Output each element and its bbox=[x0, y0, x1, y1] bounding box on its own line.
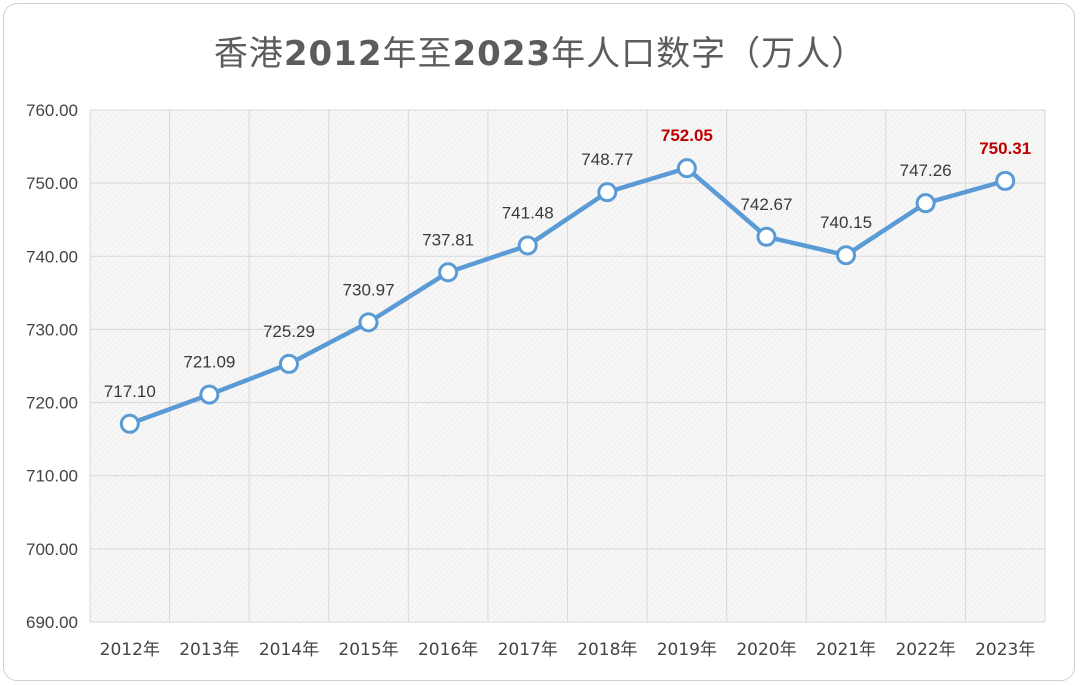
axes: 690.00 700.00 710.00 720.00 730.00 740.00 750.… bbox=[26, 101, 1035, 660]
chart-title: 香港2012年至2023年人口数字（万人） bbox=[0, 26, 1080, 75]
data-point bbox=[836, 245, 857, 266]
data-label: 747.26 bbox=[900, 161, 952, 180]
x-tick-label: 2016年 bbox=[418, 640, 478, 660]
data-point bbox=[517, 235, 538, 256]
y-tick-label: 730.00 bbox=[26, 320, 78, 339]
series-polyline bbox=[127, 165, 1008, 427]
y-tick-label: 760.00 bbox=[26, 101, 78, 120]
data-point bbox=[358, 312, 379, 333]
data-point bbox=[756, 226, 777, 247]
data-point bbox=[597, 182, 618, 203]
data-label: 748.77 bbox=[581, 150, 633, 169]
x-tick-label: 2012年 bbox=[100, 640, 160, 660]
y-tick-label: 750.00 bbox=[26, 174, 78, 193]
data-point bbox=[995, 170, 1016, 191]
data-label: 721.09 bbox=[183, 353, 235, 372]
data-labels: 717.10 721.09 725.29 730.97 737.81 741.48 748.… bbox=[104, 126, 1031, 401]
x-tick-label: 2023年 bbox=[975, 640, 1035, 660]
x-tick-label: 2013年 bbox=[179, 640, 239, 660]
data-point bbox=[119, 413, 140, 434]
data-label: 741.48 bbox=[502, 203, 554, 222]
title-part-1: 香港 bbox=[213, 34, 284, 74]
data-point bbox=[199, 384, 220, 405]
data-point bbox=[438, 262, 459, 283]
x-tick-label: 2020年 bbox=[736, 640, 796, 660]
y-tick-label: 740.00 bbox=[26, 247, 78, 266]
y-tick-label: 700.00 bbox=[26, 540, 78, 559]
data-label: 742.67 bbox=[740, 195, 792, 214]
x-tick-label: 2018年 bbox=[577, 640, 637, 660]
x-tick-label: 2015年 bbox=[338, 640, 398, 660]
series-line bbox=[127, 165, 1008, 427]
title-part-3: 年至 bbox=[382, 34, 453, 74]
y-tick-label: 690.00 bbox=[26, 613, 78, 632]
data-label: 740.15 bbox=[820, 213, 872, 232]
data-label: 737.81 bbox=[422, 230, 474, 249]
x-tick-label: 2019年 bbox=[657, 640, 717, 660]
data-points bbox=[119, 158, 1016, 434]
data-label: 717.10 bbox=[104, 382, 156, 401]
title-part-2: 2012 bbox=[283, 34, 383, 74]
y-tick-label: 720.00 bbox=[26, 394, 78, 413]
x-tick-label: 2022年 bbox=[895, 640, 955, 660]
y-tick-label: 710.00 bbox=[26, 467, 78, 486]
data-point bbox=[278, 353, 299, 374]
title-part-4: 2023 bbox=[452, 34, 552, 74]
data-point bbox=[915, 193, 936, 214]
data-label-highlight: 750.31 bbox=[979, 139, 1031, 158]
x-tick-label: 2017年 bbox=[498, 640, 558, 660]
data-point bbox=[676, 158, 697, 179]
title-part-5: 年人口数字（万人） bbox=[551, 34, 867, 74]
x-tick-label: 2021年 bbox=[816, 640, 876, 660]
data-label: 730.97 bbox=[343, 280, 395, 299]
x-tick-label: 2014年 bbox=[259, 640, 319, 660]
data-label: 725.29 bbox=[263, 322, 315, 341]
data-label-highlight: 752.05 bbox=[661, 126, 713, 145]
gridlines bbox=[89, 109, 1046, 623]
